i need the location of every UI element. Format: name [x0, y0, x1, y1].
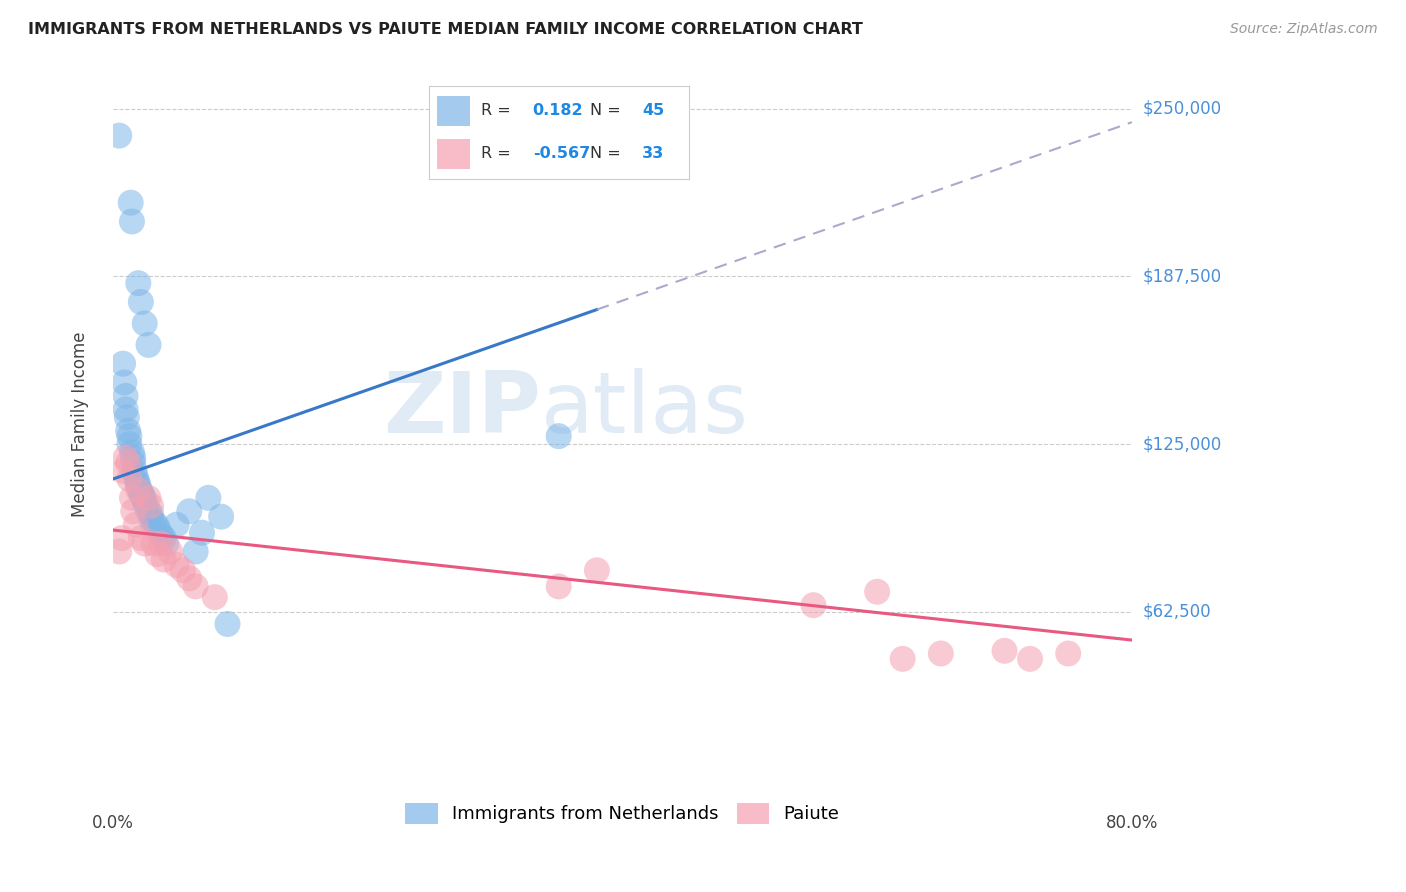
Point — [172, 563, 194, 577]
Point — [129, 295, 152, 310]
Text: $62,500: $62,500 — [1143, 603, 1212, 621]
Point — [124, 464, 146, 478]
Point — [125, 469, 148, 483]
Point — [121, 214, 143, 228]
Text: Source: ZipAtlas.com: Source: ZipAtlas.com — [1230, 22, 1378, 37]
Legend: Immigrants from Netherlands, Paiute: Immigrants from Netherlands, Paiute — [395, 792, 851, 835]
Point — [122, 450, 145, 465]
Point — [128, 483, 150, 497]
Text: $125,000: $125,000 — [1143, 435, 1222, 453]
Point — [121, 445, 143, 459]
Point — [114, 389, 136, 403]
Point — [138, 491, 160, 505]
Text: $187,500: $187,500 — [1143, 268, 1222, 285]
Point — [179, 504, 201, 518]
Point — [120, 195, 142, 210]
Point — [125, 475, 148, 489]
Y-axis label: Median Family Income: Median Family Income — [72, 331, 89, 516]
Point — [139, 512, 162, 526]
Point — [142, 515, 165, 529]
Point — [547, 579, 569, 593]
Point — [118, 429, 141, 443]
Text: atlas: atlas — [541, 368, 749, 451]
Point — [118, 472, 141, 486]
Point — [145, 517, 167, 532]
Point — [150, 536, 173, 550]
Point — [929, 647, 952, 661]
Point — [111, 531, 134, 545]
Point — [134, 536, 156, 550]
Point — [129, 485, 152, 500]
Point — [153, 531, 176, 545]
Point — [866, 584, 889, 599]
Point — [139, 499, 162, 513]
Point — [134, 317, 156, 331]
Point — [586, 563, 609, 577]
Text: $250,000: $250,000 — [1143, 100, 1222, 118]
Point — [155, 536, 177, 550]
Point — [135, 499, 157, 513]
Point — [138, 338, 160, 352]
Point — [108, 544, 131, 558]
Text: IMMIGRANTS FROM NETHERLANDS VS PAIUTE MEDIAN FAMILY INCOME CORRELATION CHART: IMMIGRANTS FROM NETHERLANDS VS PAIUTE ME… — [28, 22, 863, 37]
Point — [127, 477, 149, 491]
Point — [150, 528, 173, 542]
Point — [134, 493, 156, 508]
Point — [204, 590, 226, 604]
Point — [1019, 652, 1042, 666]
Point — [114, 450, 136, 465]
Point — [118, 437, 141, 451]
Point — [115, 410, 138, 425]
Point — [127, 483, 149, 497]
Point — [146, 547, 169, 561]
Point — [209, 509, 232, 524]
Point — [131, 488, 153, 502]
Point — [166, 517, 188, 532]
Point — [148, 523, 170, 537]
Point — [142, 536, 165, 550]
Text: 0.0%: 0.0% — [91, 814, 134, 832]
Point — [217, 617, 239, 632]
Point — [127, 276, 149, 290]
Point — [121, 491, 143, 505]
Point — [184, 544, 207, 558]
Point — [891, 652, 914, 666]
Point — [159, 544, 181, 558]
Point — [117, 456, 139, 470]
Point — [122, 504, 145, 518]
Point — [166, 558, 188, 572]
Point — [112, 376, 135, 390]
Point — [108, 128, 131, 143]
Point — [547, 429, 569, 443]
Point — [132, 491, 155, 505]
Point — [112, 357, 135, 371]
Point — [803, 598, 825, 612]
Point — [125, 517, 148, 532]
Point — [184, 579, 207, 593]
Point — [112, 464, 135, 478]
Point — [993, 644, 1015, 658]
Point — [114, 402, 136, 417]
Point — [117, 424, 139, 438]
Point — [1057, 647, 1080, 661]
Point — [191, 525, 214, 540]
Point — [179, 571, 201, 585]
Point — [122, 456, 145, 470]
Point — [129, 531, 152, 545]
Point — [197, 491, 219, 505]
Point — [153, 552, 176, 566]
Point — [139, 507, 162, 521]
Text: ZIP: ZIP — [382, 368, 541, 451]
Point — [138, 504, 160, 518]
Text: 80.0%: 80.0% — [1105, 814, 1159, 832]
